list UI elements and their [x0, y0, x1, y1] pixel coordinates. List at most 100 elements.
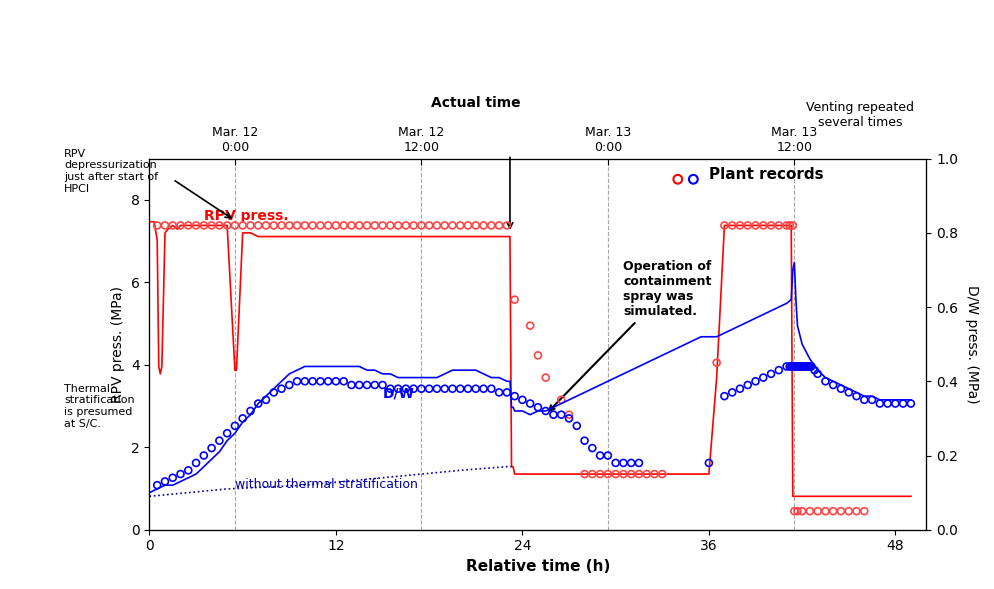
Point: [880, 399, 896, 408]
Point: [460, 384, 476, 393]
Point: [791, 362, 807, 371]
Point: [436, 221, 452, 230]
Point: [817, 507, 833, 516]
Point: [421, 221, 437, 230]
Point: [250, 399, 266, 408]
Point: [312, 376, 328, 386]
Point: [872, 399, 888, 408]
Point: [149, 481, 165, 490]
Point: [483, 221, 499, 230]
Point: [328, 221, 344, 230]
Point: [849, 392, 865, 401]
Point: [615, 469, 631, 479]
Point: [444, 221, 460, 230]
Text: Venting repeated
several times: Venting repeated several times: [806, 101, 914, 129]
Point: [406, 221, 421, 230]
Point: [569, 421, 584, 431]
Point: [320, 376, 336, 386]
Point: [157, 221, 173, 230]
Point: [390, 384, 406, 393]
Point: [507, 295, 523, 305]
Point: [483, 384, 499, 393]
Point: [794, 362, 810, 371]
Point: [755, 221, 771, 230]
Point: [507, 392, 523, 401]
Point: [763, 221, 779, 230]
Point: [312, 221, 328, 230]
Point: [792, 362, 808, 371]
Point: [383, 384, 399, 393]
Point: [717, 221, 733, 230]
Point: [740, 221, 755, 230]
Point: [888, 399, 904, 408]
Point: [747, 376, 763, 386]
Point: [499, 221, 515, 230]
Point: [725, 221, 741, 230]
Point: [785, 362, 801, 371]
Point: [794, 507, 810, 516]
Point: [351, 221, 367, 230]
X-axis label: Relative time (h): Relative time (h): [466, 559, 610, 574]
Point: [515, 395, 531, 405]
Point: [803, 362, 819, 371]
Point: [289, 221, 305, 230]
Point: [825, 507, 841, 516]
Point: [320, 221, 336, 230]
Point: [165, 221, 181, 230]
Point: [188, 458, 204, 468]
Point: [817, 376, 833, 386]
Point: [623, 469, 639, 479]
Point: [561, 413, 577, 423]
Point: [786, 362, 802, 371]
Point: [789, 507, 805, 516]
Point: [554, 410, 570, 419]
Point: [204, 221, 220, 230]
Point: [227, 221, 243, 230]
Text: without thermal stratification: without thermal stratification: [235, 478, 417, 491]
Point: [367, 221, 383, 230]
Point: [398, 221, 414, 230]
Point: [265, 388, 281, 397]
Point: [778, 221, 794, 230]
Point: [701, 458, 717, 468]
Point: [709, 358, 725, 368]
Point: [717, 392, 733, 401]
Point: [522, 321, 538, 330]
Point: [452, 221, 468, 230]
Point: [273, 384, 289, 393]
Point: [328, 376, 344, 386]
Point: [250, 221, 266, 230]
Point: [336, 221, 352, 230]
Point: [196, 451, 212, 460]
Point: [755, 373, 771, 382]
Point: [297, 221, 313, 230]
Point: [173, 469, 189, 479]
Point: [460, 221, 476, 230]
Point: [623, 458, 639, 468]
Point: [414, 221, 429, 230]
Point: [800, 362, 816, 371]
Point: [429, 384, 445, 393]
Point: [165, 473, 181, 482]
Point: [584, 444, 600, 453]
Point: [383, 221, 399, 230]
Point: [806, 365, 822, 375]
Text: Operation of
containment
spray was
simulated.: Operation of containment spray was simul…: [550, 260, 712, 411]
Point: [903, 399, 918, 408]
Point: [896, 399, 911, 408]
Point: [344, 221, 360, 230]
Point: [429, 221, 445, 230]
Point: [227, 421, 243, 431]
Point: [857, 395, 873, 405]
Point: [561, 410, 577, 419]
Point: [600, 469, 616, 479]
Point: [530, 402, 546, 412]
Point: [788, 362, 804, 371]
Point: [771, 221, 787, 230]
Point: [686, 174, 702, 184]
Point: [778, 362, 794, 371]
Point: [235, 221, 250, 230]
Point: [841, 388, 857, 397]
Point: [468, 384, 484, 393]
Point: [600, 451, 616, 460]
